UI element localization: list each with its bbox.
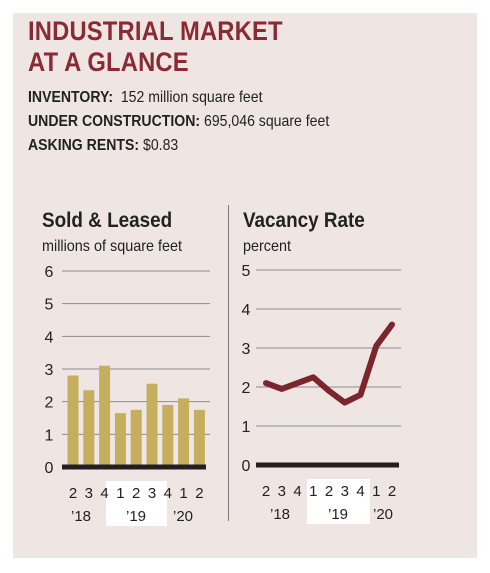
vacancy-rate-x-tick-label: 4 bbox=[356, 483, 364, 500]
bar bbox=[193, 409, 205, 467]
data-point bbox=[265, 382, 267, 384]
sold-leased-y-tick-label: 1 bbox=[45, 427, 54, 444]
vacancy-rate-x-tick-label: 4 bbox=[293, 483, 301, 500]
fact-label: UNDER CONSTRUCTION: bbox=[28, 113, 201, 130]
sold-leased-x-tick-label: 1 bbox=[179, 485, 187, 502]
vacancy-rate-year-label: ’18 bbox=[270, 506, 290, 523]
vacancy-rate-y-tick-label: 1 bbox=[242, 419, 251, 436]
title-line-1: INDUSTRIAL MARKET bbox=[28, 16, 283, 46]
data-point bbox=[312, 376, 314, 378]
sold-leased-y-tick-label: 0 bbox=[45, 460, 54, 477]
data-point bbox=[281, 388, 283, 390]
bar bbox=[130, 409, 142, 467]
bar bbox=[67, 375, 79, 467]
bar bbox=[178, 398, 190, 467]
vacancy-rate-year-highlight bbox=[307, 479, 370, 524]
bar bbox=[162, 404, 174, 467]
vacancy-rate-x-tick-label: 1 bbox=[372, 483, 380, 500]
sold-leased-year-highlight bbox=[106, 481, 167, 526]
sold-leased-y-tick-label: 3 bbox=[45, 362, 54, 379]
fact-value: 695,046 square feet bbox=[204, 113, 330, 130]
sold-leased-y-tick-label: 4 bbox=[45, 329, 54, 346]
sold-leased-x-tick-label: 4 bbox=[164, 485, 172, 502]
sold-leased-x-tick-label: 2 bbox=[69, 485, 77, 502]
vacancy-rate-x-tick-label: 2 bbox=[262, 483, 270, 500]
vacancy-rate-x-tick-label: 2 bbox=[325, 483, 333, 500]
fact-label: INVENTORY: bbox=[28, 89, 114, 106]
sold-leased-x-tick-label: 3 bbox=[85, 485, 93, 502]
fact-asking-rents: ASKING RENTS: $0.83 bbox=[28, 134, 329, 158]
sold-leased-x-tick-label: 2 bbox=[195, 485, 203, 502]
data-point bbox=[360, 394, 361, 396]
sold-leased-y-tick-label: 6 bbox=[45, 264, 54, 281]
data-point bbox=[344, 402, 346, 404]
data-point bbox=[391, 324, 393, 326]
bar bbox=[99, 365, 111, 467]
fact-inventory: INVENTORY: 152 million square feet bbox=[28, 86, 329, 110]
sold-leased-title: Sold & Leased bbox=[42, 209, 172, 232]
sold-leased-y-tick-label: 2 bbox=[45, 395, 54, 412]
sold-leased-x-tick-label: 1 bbox=[116, 485, 124, 502]
vacancy-rate-subtitle: percent bbox=[243, 237, 292, 255]
facts-list: INVENTORY: 152 million square feet UNDER… bbox=[28, 86, 329, 158]
vacancy-rate-y-tick-label: 4 bbox=[242, 302, 251, 319]
fact-label: ASKING RENTS: bbox=[28, 137, 140, 154]
sold-leased-x-tick-label: 4 bbox=[100, 485, 108, 502]
title-line-2: AT A GLANCE bbox=[28, 47, 189, 77]
vacancy-rate-x-tick-label: 2 bbox=[388, 483, 396, 500]
sold-leased-subtitle: millions of square feet bbox=[42, 237, 183, 255]
sold-leased-y-tick-label: 5 bbox=[45, 297, 54, 314]
sold-leased-year-label: ’18 bbox=[71, 508, 91, 525]
vacancy-rate-x-tick-label: 3 bbox=[341, 483, 349, 500]
sold-leased-year-label: ’19 bbox=[126, 508, 146, 525]
vacancy-rate-title: Vacancy Rate bbox=[243, 209, 365, 232]
bar bbox=[83, 390, 95, 467]
sold-leased-x-tick-label: 3 bbox=[148, 485, 156, 502]
data-point bbox=[328, 390, 330, 392]
sold-leased-year-label: ’20 bbox=[173, 508, 193, 525]
fact-value: 152 million square feet bbox=[120, 89, 263, 106]
infographic-title: INDUSTRIAL MARKET AT A GLANCE bbox=[28, 16, 283, 78]
data-point bbox=[375, 345, 377, 347]
chart-divider bbox=[228, 205, 229, 521]
vacancy-rate-year-label: ’20 bbox=[373, 506, 393, 523]
sold-leased-x-tick-label: 2 bbox=[132, 485, 140, 502]
bar bbox=[146, 383, 158, 467]
vacancy-rate-x-tick-label: 1 bbox=[309, 483, 317, 500]
fact-value: $0.83 bbox=[143, 137, 179, 154]
bar bbox=[114, 413, 126, 467]
vacancy-rate-x-tick-label: 3 bbox=[278, 483, 286, 500]
data-point bbox=[297, 382, 298, 384]
vacancy-rate-y-tick-label: 2 bbox=[242, 380, 251, 397]
vacancy-rate-y-tick-label: 5 bbox=[242, 263, 251, 280]
vacancy-rate-y-tick-label: 0 bbox=[242, 458, 251, 475]
fact-under-construction: UNDER CONSTRUCTION: 695,046 square feet bbox=[28, 110, 329, 134]
vacancy-rate-y-tick-label: 3 bbox=[242, 341, 251, 358]
vacancy-rate-year-label: ’19 bbox=[328, 506, 348, 523]
